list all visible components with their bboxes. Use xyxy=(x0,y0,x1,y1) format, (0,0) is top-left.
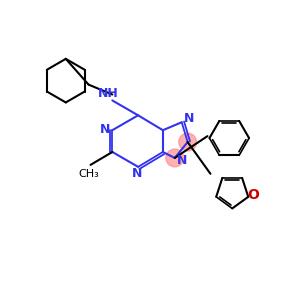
Text: N: N xyxy=(132,167,142,180)
Text: O: O xyxy=(247,188,259,202)
Circle shape xyxy=(179,133,196,151)
Text: N: N xyxy=(184,112,194,125)
Text: NH: NH xyxy=(98,87,119,100)
Circle shape xyxy=(166,149,184,167)
Text: N: N xyxy=(100,123,111,136)
Text: N: N xyxy=(176,154,187,167)
Text: CH₃: CH₃ xyxy=(78,169,99,179)
